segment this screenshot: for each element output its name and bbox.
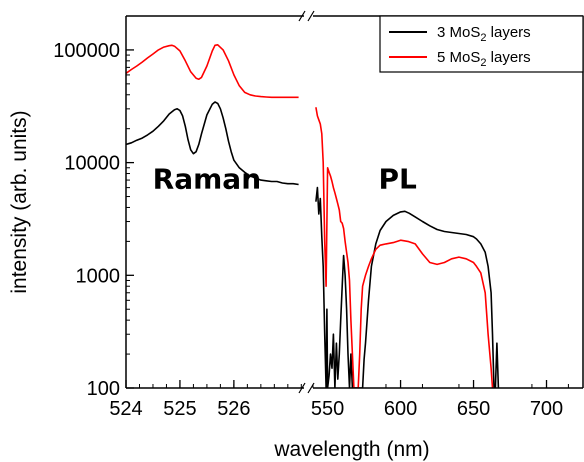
- plot-area: [126, 43, 500, 388]
- x-tick-label: 650: [457, 398, 490, 420]
- series-line-2-raman: [126, 43, 299, 99]
- annotation-raman: Raman: [153, 163, 261, 196]
- axes: [125, 10, 584, 394]
- axis-break-mark: [298, 382, 306, 394]
- y-axis-label: intensity (arb. units): [8, 110, 31, 293]
- y-tick-label: 100000: [53, 40, 120, 62]
- x-tick-label: 524: [109, 398, 142, 420]
- x-tick-label: 526: [217, 398, 250, 420]
- series-line-1-pl: [315, 186, 500, 388]
- series-line-2-pl: [315, 107, 494, 388]
- y-tick-label: 100: [87, 378, 120, 400]
- annotation-pl: PL: [378, 163, 417, 196]
- y-tick-label: 10000: [64, 153, 120, 175]
- series-line-1-raman: [126, 101, 299, 186]
- legend-label-1: 3 MoS2 layers: [437, 24, 531, 44]
- x-tick-label: 525: [163, 398, 196, 420]
- axis-break-mark: [298, 10, 306, 22]
- legend-label-2: 5 MoS2 layers: [437, 49, 531, 69]
- axis-break-mark: [307, 10, 315, 22]
- legend: 3 MoS2 layers 5 MoS2 layers: [379, 15, 584, 73]
- x-axis-label: wavelength (nm): [273, 438, 429, 461]
- x-tick-label: 550: [311, 398, 344, 420]
- y-tick-label: 1000: [76, 265, 121, 287]
- x-tick-label: 700: [530, 398, 563, 420]
- text-layer: 100 1000 10000 100000 524 525 526 550 600 650 700 w…: [8, 15, 584, 461]
- x-tick-label: 600: [384, 398, 417, 420]
- legend-box: [379, 15, 584, 73]
